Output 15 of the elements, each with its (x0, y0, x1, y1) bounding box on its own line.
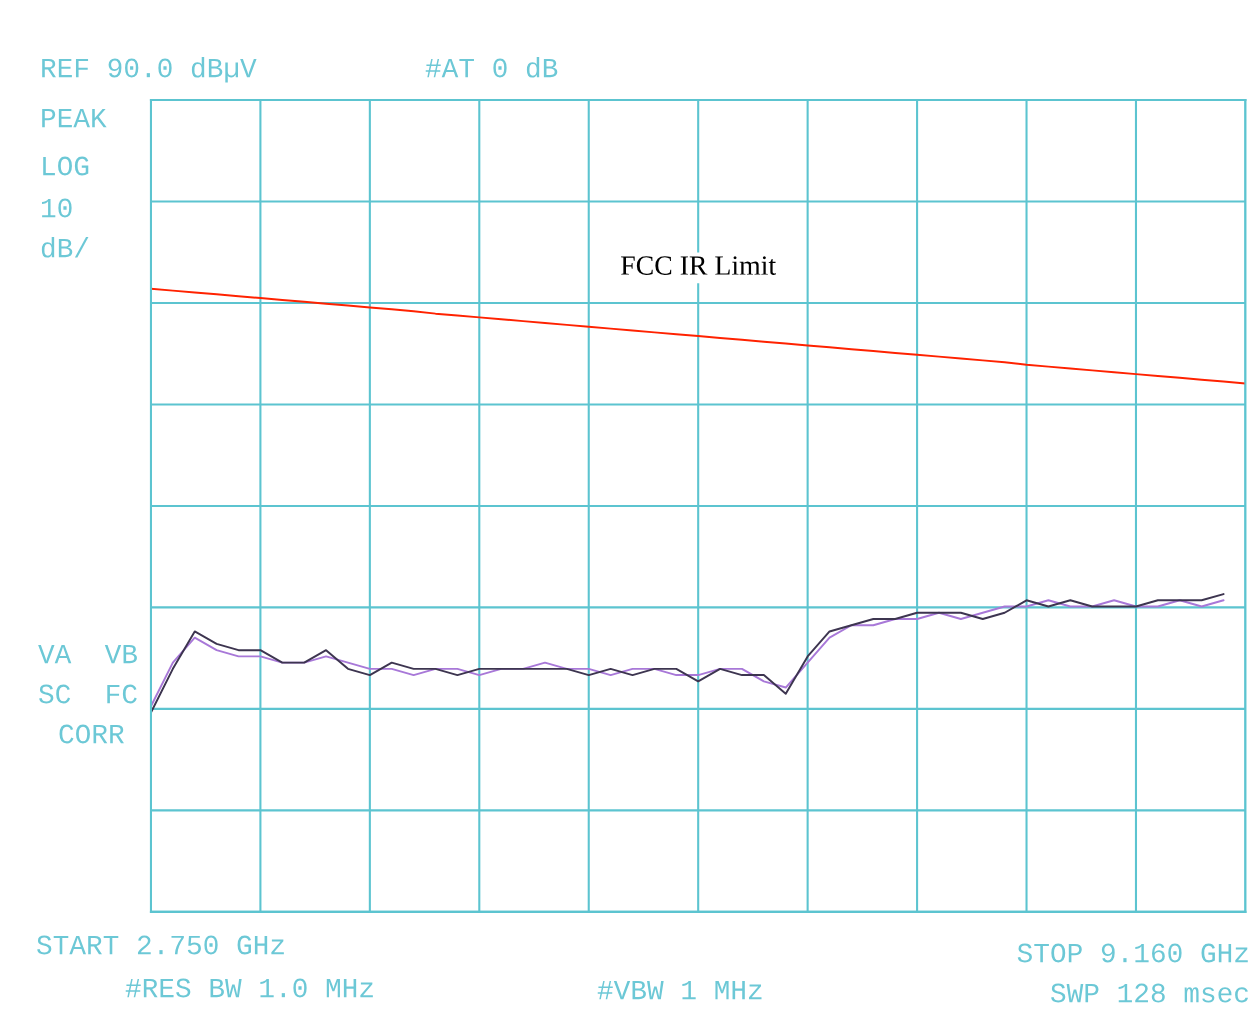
text: dB/ (41, 237, 89, 258)
text: 10 (42, 198, 72, 218)
text: CORR (59, 724, 124, 744)
text: REF 90.0 dBµV (42, 57, 257, 83)
text: SWP 128 msec (1051, 983, 1248, 1003)
series-label: FCC IR Limit (621, 256, 776, 275)
text: START 2.750 GHz (37, 935, 284, 955)
text: SC FC (39, 684, 137, 704)
text: LOG (43, 156, 89, 176)
text: STOP 9.160 GHz (1017, 943, 1248, 963)
text: #RES BW 1.0 MHz (125, 978, 373, 998)
text: #AT 0 dB (425, 57, 558, 78)
text: PEAK (42, 108, 107, 128)
text: VA VB (38, 644, 137, 664)
text: #VBW 1 MHz (597, 980, 762, 1000)
